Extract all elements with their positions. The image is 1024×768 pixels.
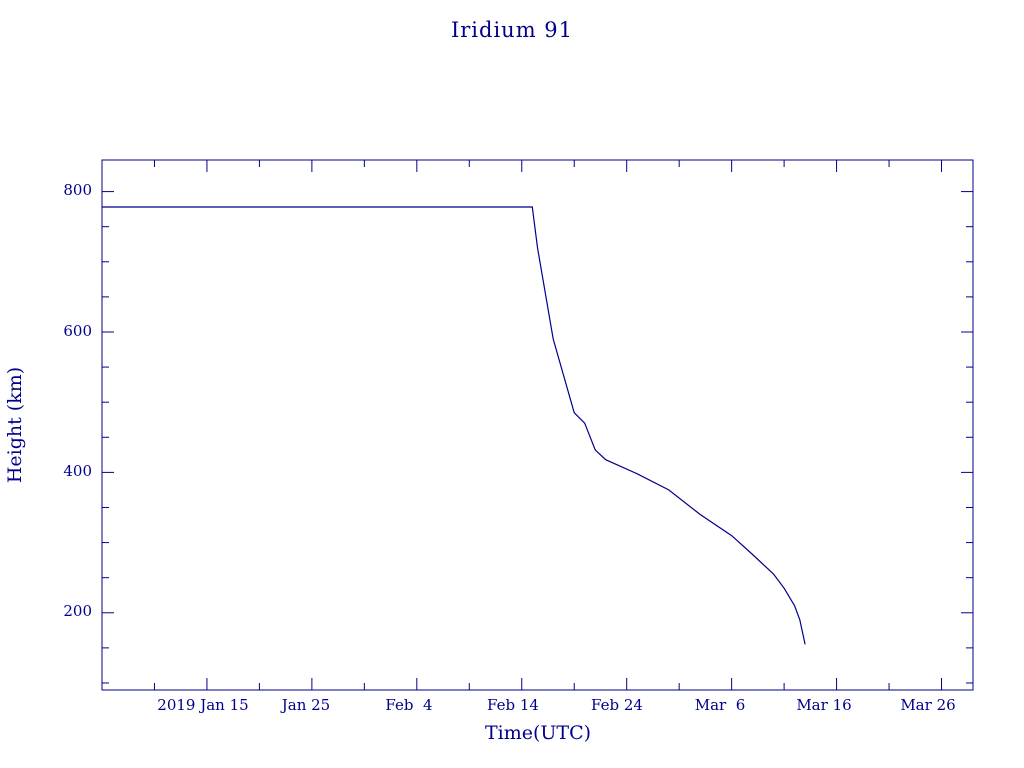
x-tick-label: Feb 4 bbox=[385, 696, 432, 714]
y-tick-label: 400 bbox=[63, 462, 92, 480]
tick-marks bbox=[102, 160, 973, 690]
x-tick-label: Mar 16 bbox=[796, 696, 851, 714]
y-axis-label: Height (km) bbox=[4, 367, 26, 483]
series-line-height bbox=[102, 206, 806, 645]
plot-frame bbox=[101, 159, 974, 691]
y-tick-label: 600 bbox=[63, 322, 92, 340]
x-tick-labels: 2019 Jan 15 Jan 25 Feb 4 Feb 14 Feb 24 M… bbox=[157, 696, 955, 714]
y-tick-labels: 200 400 600 800 bbox=[63, 181, 92, 620]
x-tick-label: Feb 24 bbox=[591, 696, 643, 714]
x-tick-label: Jan 25 bbox=[280, 696, 330, 714]
y-tick-label: 200 bbox=[63, 602, 92, 620]
x-axis-label: Time(UTC) bbox=[485, 722, 591, 744]
x-tick-label: Feb 14 bbox=[487, 696, 539, 714]
x-tick-label: 2019 Jan 15 bbox=[157, 696, 248, 714]
x-tick-label: Mar 6 bbox=[695, 696, 746, 714]
y-tick-label: 800 bbox=[63, 181, 92, 199]
x-tick-label: Mar 26 bbox=[900, 696, 955, 714]
chart-title: Iridium 91 bbox=[451, 18, 573, 42]
